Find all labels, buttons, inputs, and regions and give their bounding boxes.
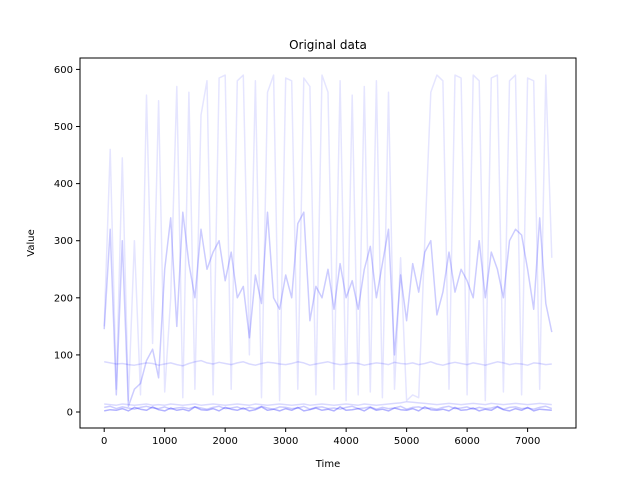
x-tick-label: 4000 <box>333 436 358 447</box>
series-line-3 <box>104 359 552 367</box>
series-line-1 <box>103 74 553 402</box>
plot-frame <box>79 57 577 429</box>
x-axis: 0 1000 2000 3000 4000 5000 6000 7000 <box>101 428 540 447</box>
series-line-5 <box>104 400 552 406</box>
y-tick-label: 300 <box>54 236 73 247</box>
series-line-2 <box>103 211 553 408</box>
series-line-6 <box>104 406 552 412</box>
x-tick-label: 5000 <box>394 436 419 447</box>
y-tick-label: 400 <box>54 179 73 190</box>
x-axis-title: Time <box>315 459 340 470</box>
chart-title: Original data <box>289 38 367 52</box>
y-tick-label: 600 <box>54 65 73 76</box>
y-tick-label: 100 <box>54 350 73 361</box>
x-tick-label: 1000 <box>152 436 177 447</box>
x-tick-label: 6000 <box>454 436 479 447</box>
y-tick-label: 200 <box>54 293 73 304</box>
y-axis: 0 100 200 300 400 500 600 <box>54 65 80 419</box>
x-tick-label: 7000 <box>515 436 540 447</box>
series-layer <box>103 74 553 412</box>
y-axis-title: Value <box>26 229 37 256</box>
x-tick-label: 3000 <box>273 436 298 447</box>
y-tick-label: 0 <box>67 408 73 419</box>
y-tick-label: 500 <box>54 122 73 133</box>
series-line-4 <box>104 405 553 410</box>
x-tick-label: 0 <box>101 436 107 447</box>
x-tick-label: 2000 <box>212 436 237 447</box>
